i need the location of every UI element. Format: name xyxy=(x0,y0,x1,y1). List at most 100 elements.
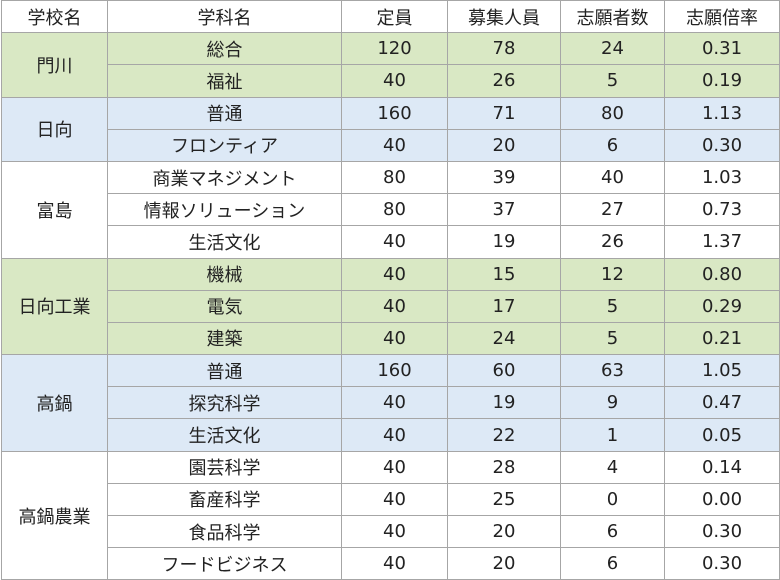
applicants-cell: 80 xyxy=(560,96,665,130)
department-name: 普通 xyxy=(107,96,342,130)
ratio-cell: 0.05 xyxy=(664,418,780,452)
ratio-cell: 0.00 xyxy=(664,482,780,517)
header-row: 学校名 学科名 定員 募集人員 志願者数 志願倍率 xyxy=(1,0,780,34)
applicants-cell: 6 xyxy=(560,128,665,162)
capacity-cell: 40 xyxy=(341,514,448,549)
table-row: 日向工業 機械 40 15 12 0.80 xyxy=(1,257,780,356)
school-name: 高鍋農業 xyxy=(1,450,108,580)
recruitment-cell: 20 xyxy=(447,547,561,580)
department-name: 食品科学 xyxy=(107,514,342,549)
capacity-cell: 40 xyxy=(341,386,448,420)
applicants-cell: 5 xyxy=(560,64,665,98)
ratio-cell: 0.31 xyxy=(664,32,780,66)
header-department: 学科名 xyxy=(107,0,342,34)
recruitment-cell: 20 xyxy=(447,514,561,549)
applicants-cell: 5 xyxy=(560,289,665,323)
applicants-cell: 63 xyxy=(560,354,665,388)
ratio-cell: 1.37 xyxy=(664,225,780,259)
recruitment-cell: 15 xyxy=(447,257,561,291)
ratio-cell: 0.30 xyxy=(664,128,780,162)
department-name: 畜産科学 xyxy=(107,482,342,517)
department-name: 園芸科学 xyxy=(107,450,342,484)
ratio-cell: 0.14 xyxy=(664,450,780,484)
school-name: 高鍋 xyxy=(1,354,108,452)
department-name: 探究科学 xyxy=(107,386,342,420)
department-name: 生活文化 xyxy=(107,418,342,452)
department-name: 機械 xyxy=(107,257,342,291)
ratio-cell: 1.05 xyxy=(664,354,780,388)
applicants-cell: 6 xyxy=(560,547,665,580)
recruitment-cell: 71 xyxy=(447,96,561,130)
department-name: 生活文化 xyxy=(107,225,342,259)
capacity-cell: 80 xyxy=(341,160,448,195)
school-name: 富島 xyxy=(1,160,108,259)
recruitment-cell: 25 xyxy=(447,482,561,517)
recruitment-cell: 19 xyxy=(447,386,561,420)
department-name: フロンティア xyxy=(107,128,342,162)
applicants-cell: 6 xyxy=(560,514,665,549)
capacity-cell: 40 xyxy=(341,482,448,517)
recruitment-cell: 22 xyxy=(447,418,561,452)
applicants-cell: 0 xyxy=(560,482,665,517)
table-row: 生活文化 40 19 26 1.37 xyxy=(2,225,780,259)
applicants-cell: 5 xyxy=(560,321,665,356)
recruitment-cell: 78 xyxy=(447,32,561,66)
ratio-cell: 0.30 xyxy=(664,514,780,549)
table-row: フードビジネス 40 20 6 0.30 xyxy=(2,547,780,580)
capacity-cell: 40 xyxy=(341,257,448,291)
capacity-cell: 40 xyxy=(341,64,448,98)
table-row: 食品科学 40 20 6 0.30 xyxy=(2,514,780,549)
header-applicants: 志願者数 xyxy=(560,0,665,34)
recruitment-cell: 26 xyxy=(447,64,561,98)
department-name: 福祉 xyxy=(107,64,342,98)
capacity-cell: 40 xyxy=(341,450,448,484)
capacity-cell: 120 xyxy=(341,32,448,66)
capacity-cell: 80 xyxy=(341,193,448,227)
school-name: 門川 xyxy=(1,32,108,98)
ratio-cell: 0.19 xyxy=(664,64,780,98)
department-name: 電気 xyxy=(107,289,342,323)
applicants-cell: 12 xyxy=(560,257,665,291)
table-row: 電気 40 17 5 0.29 xyxy=(2,289,780,323)
header-school: 学校名 xyxy=(1,0,108,34)
recruitment-cell: 19 xyxy=(447,225,561,259)
table-row: 生活文化 40 22 1 0.05 xyxy=(2,418,780,452)
applicants-cell: 27 xyxy=(560,193,665,227)
ratio-cell: 1.13 xyxy=(664,96,780,130)
applicants-cell: 26 xyxy=(560,225,665,259)
capacity-cell: 40 xyxy=(341,289,448,323)
header-ratio: 志願倍率 xyxy=(664,0,780,34)
recruitment-cell: 17 xyxy=(447,289,561,323)
table-row: 情報ソリューション 80 37 27 0.73 xyxy=(2,193,780,227)
department-name: 普通 xyxy=(107,354,342,388)
recruitment-cell: 39 xyxy=(447,160,561,195)
applicants-cell: 24 xyxy=(560,32,665,66)
capacity-cell: 40 xyxy=(341,128,448,162)
ratio-cell: 0.47 xyxy=(664,386,780,420)
header-capacity: 定員 xyxy=(341,0,448,34)
department-name: フードビジネス xyxy=(107,547,342,580)
applicants-cell: 9 xyxy=(560,386,665,420)
table-row: 高鍋農業 園芸科学 40 28 4 0.14 xyxy=(1,450,780,580)
department-name: 商業マネジメント xyxy=(107,160,342,195)
recruitment-cell: 20 xyxy=(447,128,561,162)
recruitment-cell: 60 xyxy=(447,354,561,388)
table-row: 日向 普通 160 71 80 1.13 xyxy=(1,96,780,162)
applicants-cell: 4 xyxy=(560,450,665,484)
recruitment-cell: 28 xyxy=(447,450,561,484)
capacity-cell: 160 xyxy=(341,354,448,388)
school-name: 日向工業 xyxy=(1,257,108,356)
table-row: 探究科学 40 19 9 0.47 xyxy=(2,386,780,420)
header-recruitment: 募集人員 xyxy=(447,0,561,34)
applicants-cell: 1 xyxy=(560,418,665,452)
department-name: 建築 xyxy=(107,321,342,356)
table-row: 高鍋 普通 160 60 63 1.05 xyxy=(1,354,780,452)
school-name: 日向 xyxy=(1,96,108,162)
ratio-cell: 0.80 xyxy=(664,257,780,291)
table-row: フロンティア 40 20 6 0.30 xyxy=(2,128,780,162)
ratio-cell: 0.29 xyxy=(664,289,780,323)
ratio-cell: 1.03 xyxy=(664,160,780,195)
table-header: 学校名 学科名 定員 募集人員 志願者数 志願倍率 xyxy=(1,0,780,34)
department-name: 情報ソリューション xyxy=(107,193,342,227)
